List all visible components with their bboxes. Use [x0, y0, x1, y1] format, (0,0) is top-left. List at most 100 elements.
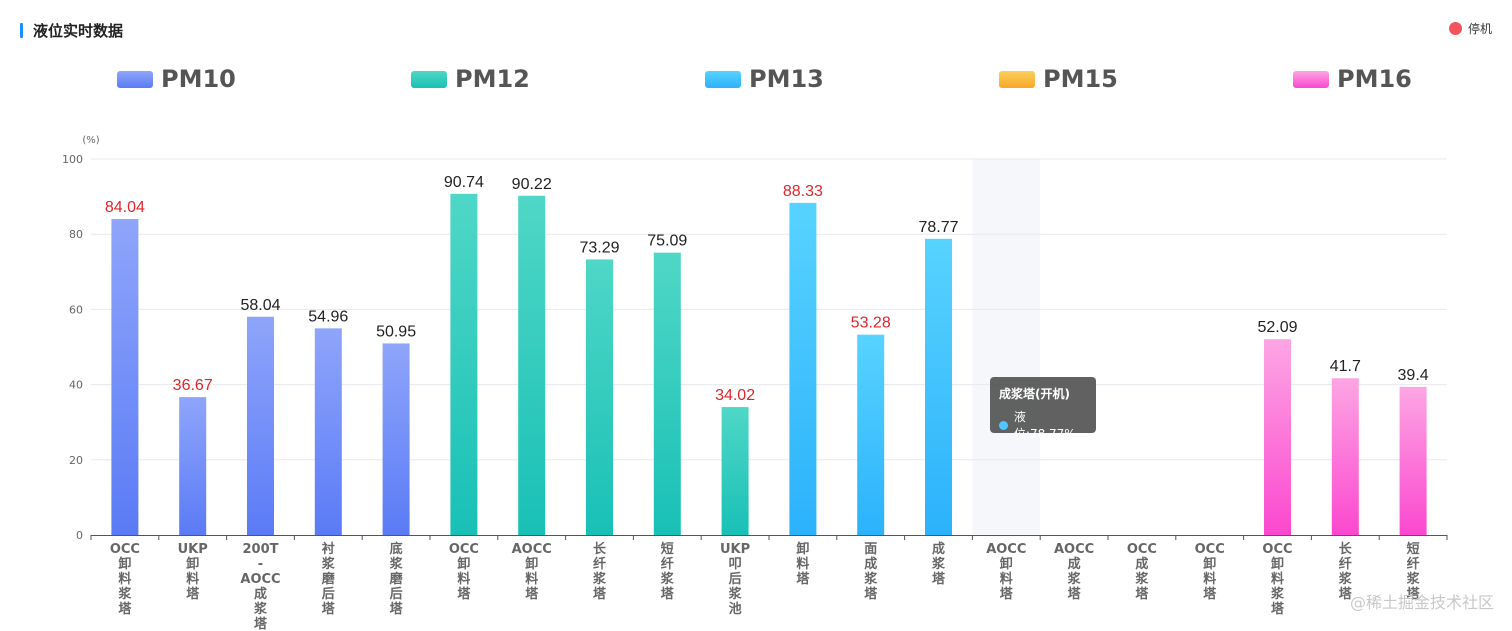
bar-6	[450, 193, 478, 535]
x-tick-label: 卸料塔	[796, 541, 810, 587]
y-tick-label: 20	[69, 454, 83, 467]
x-tick-label-line: 磨	[322, 571, 335, 587]
bar-2	[179, 397, 207, 535]
x-tick-label-line: 长	[1339, 541, 1353, 557]
legend-item-pm16[interactable]: PM16	[1293, 62, 1412, 96]
bar-10	[721, 407, 749, 535]
bar-1	[111, 219, 139, 536]
x-tick-label: 短纤浆塔	[1406, 541, 1421, 602]
data-label: 36.67	[173, 377, 213, 394]
x-tick-label-line: AOCC	[240, 572, 280, 587]
x-tick-label: AOCC 成浆塔	[1054, 542, 1094, 602]
legend-item-pm13[interactable]: PM13	[705, 62, 824, 96]
status-label: 停机	[1467, 22, 1492, 36]
x-tick-label-line: 塔	[661, 586, 675, 602]
x-tick-label-line: 塔	[118, 601, 132, 617]
x-tick-label-line: 塔	[864, 586, 878, 602]
x-tick-label-line: 浆	[1067, 571, 1082, 587]
data-label: 39.4	[1398, 367, 1429, 384]
data-label: 53.28	[851, 315, 891, 332]
bar-3	[247, 316, 274, 535]
x-tick-label-line: OCC	[1127, 542, 1157, 557]
x-tick-label-line: AOCC	[512, 542, 552, 557]
title-accent-bar	[20, 22, 23, 38]
x-tick-label-line: 塔	[457, 586, 471, 602]
page-title: 液位实时数据	[33, 21, 124, 40]
x-tick-label-line: 塔	[322, 601, 336, 617]
x-tick-label-line: 料	[457, 571, 470, 587]
x-tick-label: 面成浆塔	[863, 542, 878, 602]
data-label: 90.74	[444, 174, 484, 191]
x-tick-label: UKP 叩后浆池	[720, 542, 750, 617]
x-tick-label-line: 塔	[186, 586, 200, 602]
x-tick-label-line: AOCC	[1054, 542, 1094, 557]
x-tick-label: OCC 卸料浆塔	[1262, 542, 1292, 617]
x-tick-label-line: 衬	[322, 541, 335, 557]
data-label: 34.02	[715, 387, 755, 404]
x-tick-label-line: 纤	[593, 556, 606, 572]
data-label: 52.09	[1257, 319, 1297, 336]
x-tick-label-line: 料	[118, 571, 131, 587]
x-tick-label-line: 卸	[1203, 556, 1216, 572]
x-tick-label-line: 塔	[1271, 601, 1285, 617]
data-label: 88.33	[783, 183, 823, 200]
x-tick-label-line: OCC	[1195, 542, 1225, 557]
x-tick-label-line: 塔	[1135, 586, 1149, 602]
x-tick-label-line: 卸	[1000, 556, 1013, 572]
x-tick-label-line: 浆	[389, 556, 404, 572]
y-tick-label: 40	[69, 379, 83, 392]
x-tick-label-line: 长	[593, 541, 607, 557]
x-tick-label-line: UKP	[720, 542, 750, 557]
legend-swatch	[411, 70, 447, 88]
status-indicator: 停机	[1448, 20, 1492, 37]
x-tick-label-line: 成	[932, 541, 945, 557]
bar-20	[1399, 386, 1427, 535]
x-tick-label-line: 纤	[661, 556, 674, 572]
x-tick-label-line: 短	[1407, 541, 1420, 557]
x-tick-label-line: 成	[864, 556, 877, 572]
x-tick-label-line: 卸	[1271, 556, 1284, 572]
x-tick-label-line: 后	[729, 571, 742, 587]
x-tick-label-line: -	[258, 557, 263, 572]
y-unit-label: (%)	[82, 135, 99, 146]
x-tick-label-line: 塔	[932, 571, 946, 587]
x-tick-label-line: AOCC	[986, 542, 1026, 557]
x-tick-label-line: 浆	[863, 571, 878, 587]
legend-swatch	[117, 70, 153, 88]
x-tick-label-line: 200T	[242, 542, 278, 557]
data-label: 73.29	[579, 239, 619, 256]
legend-swatch	[705, 70, 741, 88]
x-tick-label-line: 浆	[321, 556, 336, 572]
data-label: 54.96	[308, 308, 348, 325]
x-tick-label: OCC 卸料塔	[449, 542, 479, 602]
x-tick-label: 衬浆磨后塔	[321, 541, 336, 617]
legend-item-pm10[interactable]: PM10	[117, 62, 236, 96]
x-tick-label-line: 卸	[457, 556, 470, 572]
legend-label: PM15	[1043, 65, 1118, 93]
x-tick-label-line: 卸	[118, 556, 131, 572]
data-label: 50.95	[376, 323, 416, 340]
bar-7	[518, 195, 546, 535]
x-tick-label-line: 料	[525, 571, 538, 587]
x-tick-label-line: 后	[390, 586, 403, 602]
x-tick-label-line: 浆	[931, 556, 946, 572]
x-tick-label-line: 浆	[1134, 571, 1149, 587]
legend-item-pm15[interactable]: PM15	[999, 62, 1118, 96]
legend-item-pm12[interactable]: PM12	[411, 62, 530, 96]
x-tick-label-line: 短	[661, 541, 674, 557]
x-tick-label-line: 料	[796, 556, 809, 572]
x-tick-label-line: 塔	[1000, 586, 1014, 602]
chart-legend: PM10 PM12 PM13 PM15 PM16	[0, 62, 1512, 96]
bar-12	[857, 334, 885, 535]
x-tick-label: 长纤浆塔	[592, 541, 607, 602]
x-tick-label-line: 料	[1271, 571, 1284, 587]
x-tick-label-line: 塔	[593, 586, 607, 602]
x-tick-label-line: 浆	[117, 586, 132, 602]
tooltip-dot-icon	[999, 420, 1008, 430]
x-tick-label: OCC 卸料浆塔	[110, 542, 140, 617]
bar-4	[314, 328, 342, 535]
bar-11	[789, 202, 817, 535]
x-tick-label-line: 面	[864, 542, 877, 557]
x-tick-label: 成浆塔	[931, 541, 946, 587]
chart-tooltip: 成浆塔(开机) 液位:78.77%	[990, 377, 1096, 441]
